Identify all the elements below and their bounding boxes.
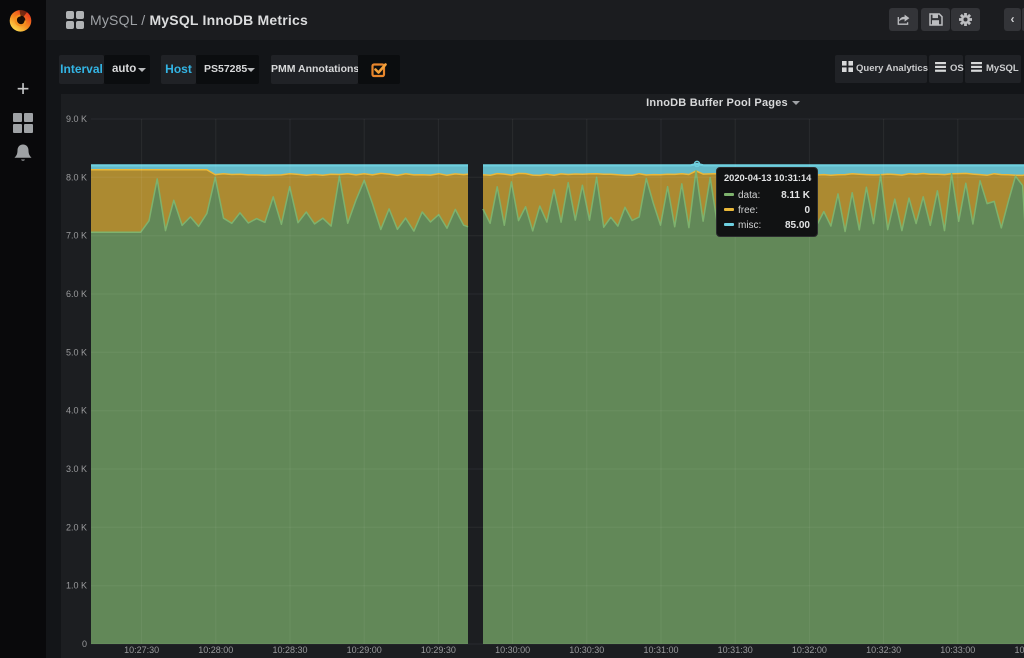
svg-text:1.0 K: 1.0 K bbox=[66, 581, 87, 591]
svg-text:10:30:00: 10:30:00 bbox=[495, 645, 530, 655]
svg-text:10:32:30: 10:32:30 bbox=[866, 645, 901, 655]
svg-text:10:28:30: 10:28:30 bbox=[272, 645, 307, 655]
svg-text:10:31:30: 10:31:30 bbox=[718, 645, 753, 655]
svg-text:7.0 K: 7.0 K bbox=[66, 231, 87, 241]
svg-text:0: 0 bbox=[82, 639, 87, 649]
svg-text:5.0 K: 5.0 K bbox=[66, 347, 87, 357]
svg-text:10:30:30: 10:30:30 bbox=[569, 645, 604, 655]
svg-text:2.0 K: 2.0 K bbox=[66, 522, 87, 532]
svg-text:8.0 K: 8.0 K bbox=[66, 172, 87, 182]
svg-text:10:28:00: 10:28:00 bbox=[198, 645, 233, 655]
svg-text:10:29:00: 10:29:00 bbox=[347, 645, 382, 655]
svg-text:4.0 K: 4.0 K bbox=[66, 406, 87, 416]
svg-text:3.0 K: 3.0 K bbox=[66, 464, 87, 474]
svg-text:10:33:30: 10:33:30 bbox=[1014, 645, 1024, 655]
svg-text:10:32:00: 10:32:00 bbox=[792, 645, 827, 655]
svg-text:9.0 K: 9.0 K bbox=[66, 114, 87, 124]
svg-text:6.0 K: 6.0 K bbox=[66, 289, 87, 299]
svg-text:10:31:00: 10:31:00 bbox=[643, 645, 678, 655]
svg-text:10:33:00: 10:33:00 bbox=[940, 645, 975, 655]
svg-text:10:27:30: 10:27:30 bbox=[124, 645, 159, 655]
svg-text:10:29:30: 10:29:30 bbox=[421, 645, 456, 655]
